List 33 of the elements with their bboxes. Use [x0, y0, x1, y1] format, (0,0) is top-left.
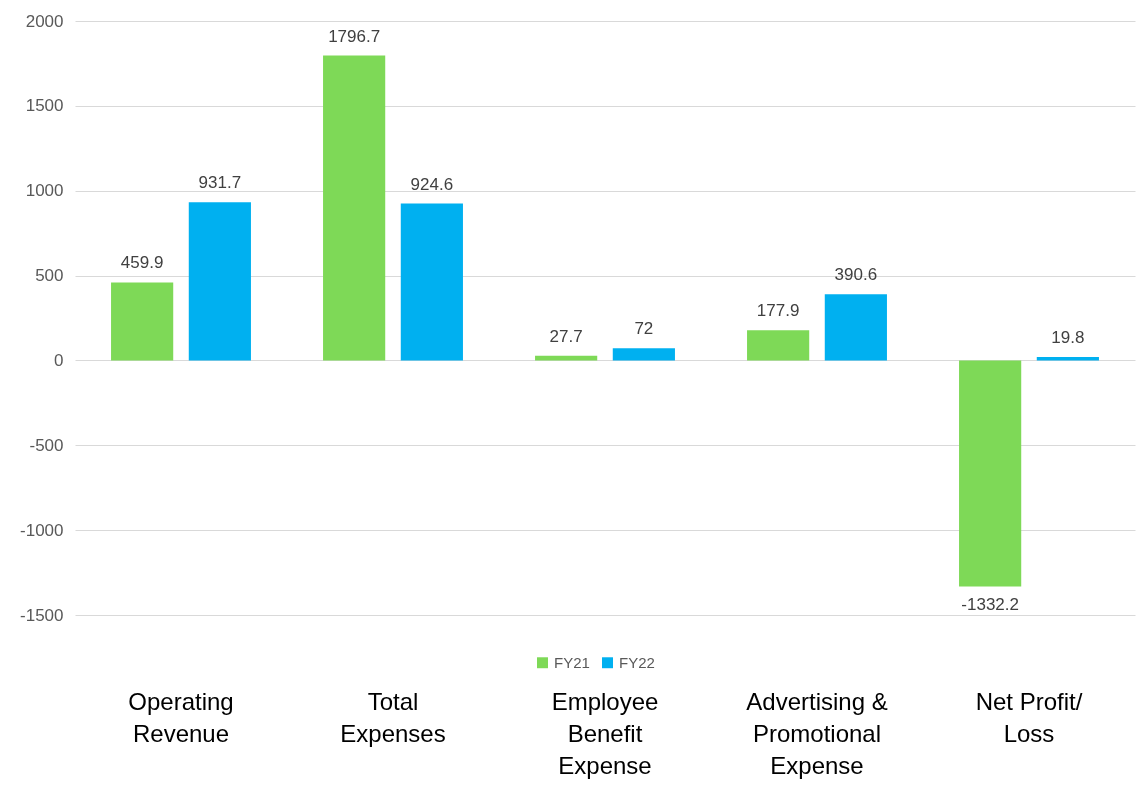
y-tick-label: -500 [29, 435, 64, 455]
y-tick-label: 2000 [25, 11, 64, 31]
bar [400, 203, 463, 361]
data-label: 177.9 [756, 301, 800, 321]
data-label: 390.6 [834, 265, 878, 285]
data-label: 459.9 [120, 253, 164, 273]
y-tick-label: 500 [35, 266, 64, 286]
data-label: -1332.2 [961, 594, 1019, 614]
bar [323, 55, 386, 361]
y-tick-label: -1500 [20, 605, 64, 625]
x-tick-label: Advertising & Promotional Expense [746, 687, 888, 779]
bar [959, 360, 1022, 587]
data-label: 72 [634, 319, 654, 339]
data-label: 19.8 [1051, 328, 1085, 348]
x-tick-label: Operating Revenue [128, 687, 234, 747]
data-label: 924.6 [410, 174, 454, 194]
bar [824, 294, 887, 361]
y-tick-label: 0 [54, 350, 64, 370]
legend-label: FY21 [554, 653, 590, 671]
x-tick-label: Employee Benefit Expense [551, 687, 659, 779]
x-tick-label: Total Expenses [340, 687, 446, 747]
legend-label: FY22 [619, 653, 655, 671]
y-tick-label: 1000 [25, 181, 64, 201]
bar [612, 348, 675, 361]
bar [747, 330, 810, 361]
bar [188, 202, 251, 361]
bar [111, 282, 174, 361]
data-label: 931.7 [198, 173, 242, 193]
x-tick-label: Net Profit/ Loss [975, 687, 1083, 747]
y-tick-label: -1000 [20, 520, 64, 540]
data-label: 1796.7 [328, 26, 381, 46]
y-tick-label: 1500 [25, 96, 64, 116]
data-label: 27.7 [549, 326, 583, 346]
